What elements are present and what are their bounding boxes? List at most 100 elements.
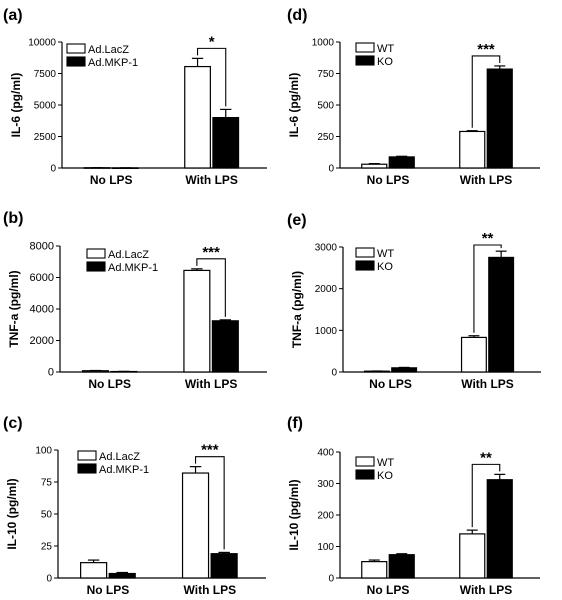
legend-label: Ad.MKP-1	[88, 57, 138, 69]
y-tick-label: 200	[317, 511, 334, 522]
x-tick-label: No LPS	[367, 173, 410, 187]
y-tick-label: 7500	[34, 69, 57, 80]
significance-bracket	[194, 456, 225, 550]
y-tick-label: 500	[317, 101, 334, 112]
y-tick-label: 250	[317, 132, 334, 143]
bar-control	[459, 533, 486, 579]
y-axis-label: IL-10 (pg/ml)	[287, 479, 301, 550]
y-tick-label: 6000	[30, 272, 54, 284]
chart-panel-c: (c) IL-10 (pg/ml) 0 25 50 75 100 No LPS With LPS…	[3, 415, 266, 597]
bar-control	[459, 130, 486, 169]
significance-marker: ***	[201, 442, 219, 459]
significance-marker: **	[482, 230, 494, 247]
y-tick-label: 0	[331, 368, 337, 379]
y-tick-label: 1000	[312, 38, 335, 49]
y-axis-label: IL-6 (pg/ml)	[9, 73, 23, 138]
significance-bracket	[197, 47, 227, 107]
x-tick-label: No LPS	[88, 377, 131, 391]
x-tick-label: With LPS	[460, 583, 513, 597]
y-tick-label: 0	[50, 164, 56, 175]
y-tick-label: 50	[41, 510, 53, 521]
legend-swatch	[355, 42, 375, 53]
bar-control	[181, 472, 210, 579]
legend-swatch	[355, 55, 375, 66]
y-tick-label: 0	[48, 367, 54, 379]
bar-control	[361, 561, 388, 579]
panel-label: (a)	[3, 7, 23, 24]
significance-bracket	[196, 258, 226, 317]
y-tick-label: 0	[46, 574, 52, 585]
legend-label: KO	[377, 470, 393, 482]
x-tick-label: With LPS	[185, 377, 238, 391]
bar-control	[184, 65, 211, 169]
bar-treated	[486, 68, 513, 169]
bar-control	[183, 269, 211, 373]
bar-treated	[486, 479, 513, 579]
y-tick-label: 400	[317, 448, 334, 459]
x-tick-label: With LPS	[461, 377, 514, 391]
bar-treated	[211, 320, 239, 373]
bar-treated	[388, 554, 415, 579]
bar-treated	[210, 553, 238, 579]
y-tick-label: 0	[328, 574, 334, 585]
chart-panel-f: (f) IL-10 (pg/ml) 0 100 200 300 400 No LPS With …	[287, 415, 540, 597]
significance-marker: *	[209, 33, 215, 50]
legend-label: Ad.MKP-1	[108, 262, 158, 274]
panel-label: (f)	[287, 415, 303, 432]
bar-treated	[388, 156, 415, 169]
chart-panel-a: (a) IL-6 (pg/ml) 0 2500 5000 7500 10000 No LPS W…	[3, 7, 267, 187]
y-axis-label: TNF-a (pg/ml)	[7, 270, 21, 347]
y-axis-label: IL-6 (pg/ml)	[287, 73, 301, 138]
y-tick-label: 5000	[34, 101, 57, 112]
bar-treated	[391, 367, 418, 373]
legend-swatch	[77, 450, 97, 461]
legend-swatch	[66, 56, 86, 67]
bar-treated	[108, 572, 136, 579]
panel-label: (e)	[287, 212, 307, 229]
bar-treated	[110, 370, 138, 373]
y-axis-label: TNF-a (pg/ml)	[290, 271, 304, 348]
legend-label: WT	[377, 248, 394, 260]
x-tick-label: With LPS	[184, 583, 237, 597]
bar-control	[460, 336, 487, 373]
panel-label: (c)	[3, 415, 23, 432]
y-tick-label: 750	[317, 69, 334, 80]
legend-swatch	[86, 261, 106, 272]
significance-bracket	[471, 55, 501, 128]
y-tick-label: 1000	[315, 326, 338, 337]
legend-swatch	[355, 469, 375, 480]
significance-marker: ***	[477, 41, 495, 58]
legend-label: WT	[377, 457, 394, 469]
legend-swatch	[86, 248, 106, 259]
x-tick-label: With LPS	[185, 173, 238, 187]
y-tick-label: 0	[328, 164, 334, 175]
bar-control	[363, 370, 390, 373]
legend-label: KO	[377, 261, 393, 273]
y-tick-label: 100	[317, 542, 334, 553]
y-tick-label: 100	[35, 446, 52, 457]
bar-treated	[111, 167, 139, 169]
chart-panel-b: (b) TNF-a (pg/ml) 0 2000 4000 6000 8000 No LPS W…	[3, 210, 267, 391]
legend-swatch	[355, 260, 375, 271]
legend-label: Ad.LacZ	[88, 44, 129, 56]
y-tick-label: 25	[41, 542, 53, 553]
bar-control	[81, 370, 109, 373]
x-tick-label: No LPS	[367, 583, 410, 597]
panel-label: (d)	[287, 7, 307, 24]
y-tick-label: 2000	[315, 284, 338, 295]
x-tick-label: No LPS	[90, 173, 133, 187]
significance-marker: **	[480, 449, 492, 466]
significance-bracket	[471, 463, 501, 528]
significance-bracket	[473, 244, 502, 333]
bar-control	[80, 562, 108, 579]
y-tick-label: 10000	[28, 38, 56, 49]
y-tick-label: 75	[41, 478, 53, 489]
y-tick-label: 4000	[30, 304, 54, 316]
legend-label: KO	[377, 56, 393, 68]
bar-control	[83, 167, 111, 169]
legend-swatch	[355, 456, 375, 467]
legend-label: Ad.MKP-1	[99, 464, 149, 476]
bar-control	[361, 163, 388, 169]
legend-label: WT	[377, 43, 394, 55]
